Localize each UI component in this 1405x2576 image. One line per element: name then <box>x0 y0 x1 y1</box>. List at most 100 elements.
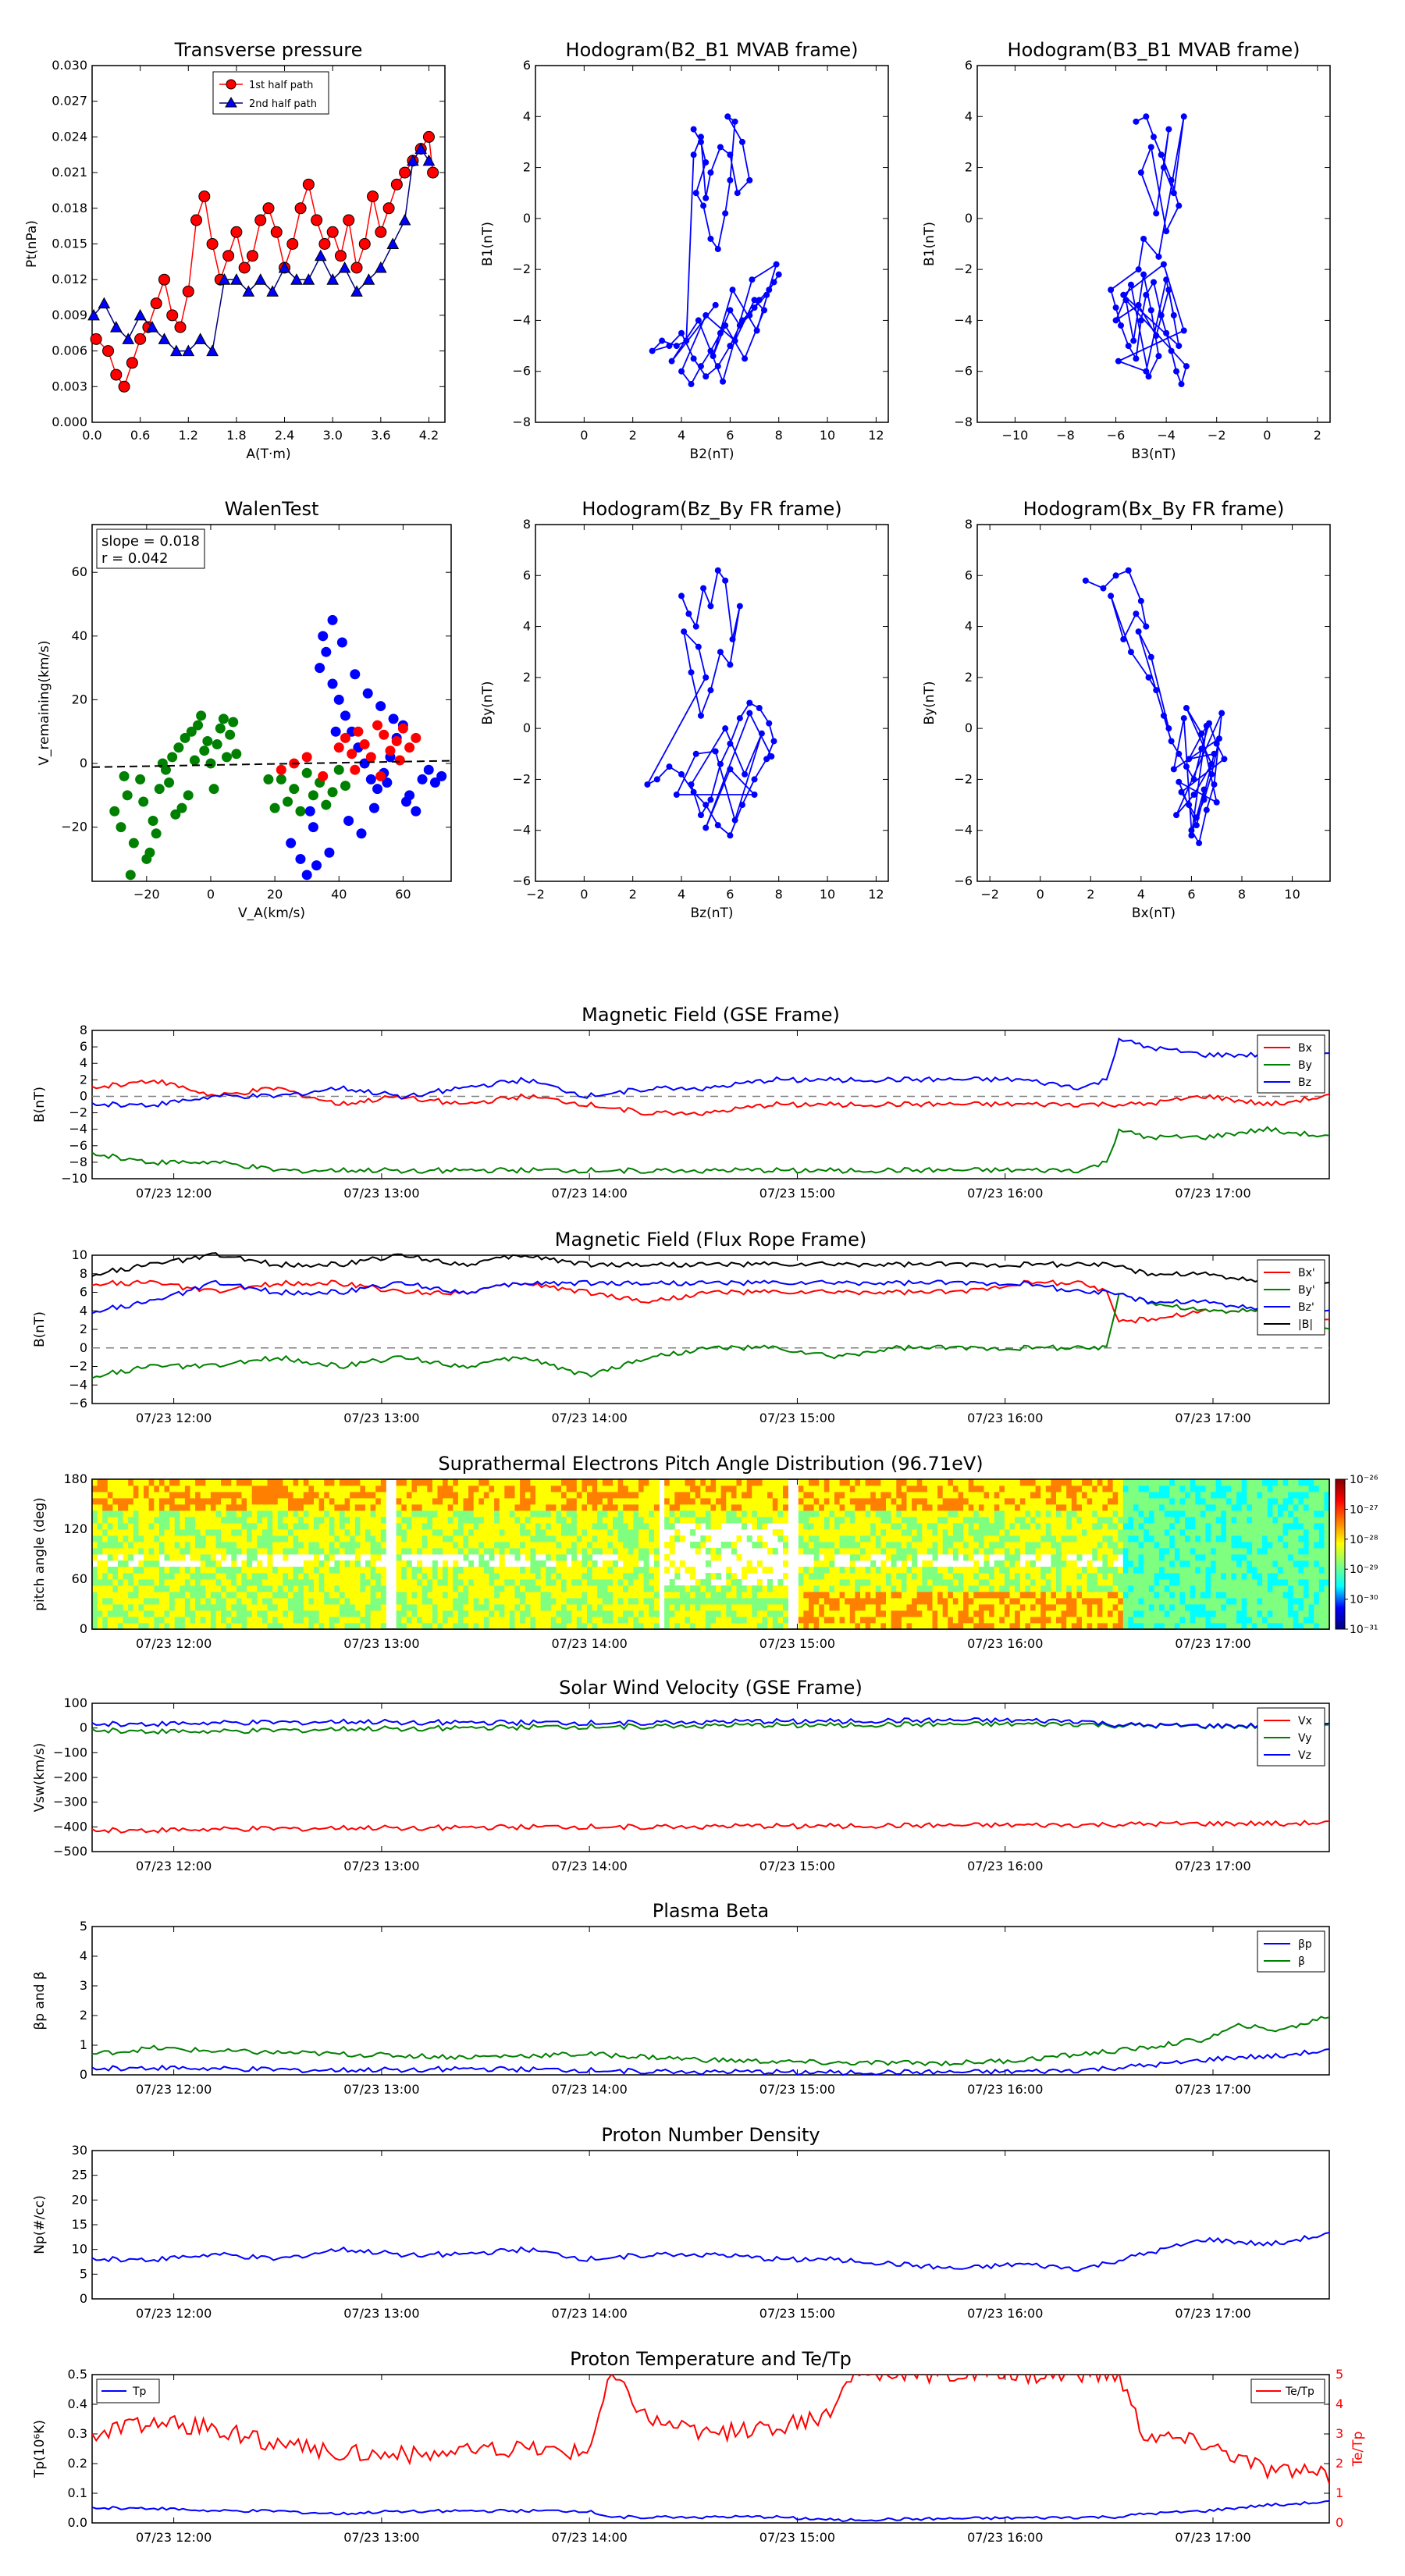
heatmap-cell <box>261 1523 268 1530</box>
heatmap-cell <box>602 1573 608 1580</box>
heatmap-cell <box>839 1504 845 1511</box>
heatmap-cell <box>535 1579 541 1586</box>
heatmap-cell <box>205 1598 212 1605</box>
heatmap-cell <box>102 1598 108 1605</box>
heatmap-cell <box>257 1579 263 1586</box>
heatmap-cell <box>937 1598 944 1605</box>
heatmap-cell <box>571 1523 578 1530</box>
y-axis-label: B(nT) <box>32 1087 48 1123</box>
heatmap-cell <box>643 1523 649 1530</box>
heatmap-cell <box>432 1617 438 1624</box>
heatmap-cell <box>443 1479 449 1486</box>
heatmap-cell <box>834 1548 840 1555</box>
heatmap-cell <box>571 1479 578 1486</box>
heatmap-cell <box>443 1623 449 1630</box>
y-tick-label: 0.000 <box>52 415 87 429</box>
heatmap-cell <box>550 1498 557 1505</box>
heatmap-cell <box>293 1598 299 1605</box>
heatmap-cell <box>742 1523 748 1530</box>
heatmap-cell <box>365 1598 371 1605</box>
heatmap-cell <box>896 1523 902 1530</box>
heatmap-cell <box>509 1617 515 1624</box>
heatmap-cell <box>906 1617 912 1624</box>
heatmap-cell <box>710 1504 717 1511</box>
heatmap-cell <box>556 1567 562 1574</box>
heatmap-cell <box>643 1598 649 1605</box>
heatmap-cell <box>952 1510 959 1517</box>
heatmap-cell <box>623 1560 629 1567</box>
heatmap-cell <box>819 1492 825 1499</box>
hodogram-point <box>1082 577 1089 584</box>
heatmap-cell <box>571 1598 578 1605</box>
heatmap-cell <box>489 1579 495 1586</box>
heatmap-cell <box>674 1504 681 1511</box>
heatmap-cell <box>298 1598 304 1605</box>
heatmap-cell <box>468 1598 475 1605</box>
hodogram-point <box>1176 343 1183 350</box>
heatmap-cell <box>107 1504 113 1511</box>
heatmap-cell <box>783 1617 788 1624</box>
heatmap-cell <box>963 1592 969 1599</box>
heatmap-cell <box>587 1523 592 1530</box>
heatmap-cell <box>241 1523 247 1530</box>
heatmap-cell <box>952 1554 959 1561</box>
heatmap-cell <box>298 1579 304 1586</box>
heatmap-cell <box>726 1510 732 1517</box>
heatmap-cell <box>592 1492 598 1499</box>
heatmap-cell <box>184 1585 190 1592</box>
heatmap-cell <box>942 1598 948 1605</box>
heatmap-cell <box>922 1617 928 1624</box>
heatmap-cell <box>742 1585 748 1592</box>
heatmap-cell <box>803 1504 809 1511</box>
heatmap-cell <box>798 1479 804 1486</box>
heatmap-cell <box>566 1510 572 1517</box>
heatmap-cell <box>251 1485 258 1493</box>
heatmap-cell <box>535 1535 541 1542</box>
heatmap-cell <box>756 1542 763 1549</box>
hodogram-point <box>1145 373 1152 380</box>
heatmap-cell <box>443 1504 449 1511</box>
heatmap-cell <box>695 1479 701 1486</box>
heatmap-cell <box>247 1598 253 1605</box>
heatmap-cell <box>514 1504 521 1511</box>
heatmap-cell <box>767 1623 774 1630</box>
heatmap-cell <box>582 1510 588 1517</box>
heatmap-cell <box>783 1548 788 1555</box>
heatmap-cell <box>468 1485 475 1493</box>
heatmap-cell <box>200 1548 206 1555</box>
heatmap-cell <box>427 1517 433 1524</box>
heatmap-cell <box>968 1592 974 1599</box>
walen-point <box>333 742 344 753</box>
heatmap-cell <box>370 1592 376 1599</box>
heatmap-cell <box>231 1592 237 1599</box>
heatmap-cell <box>334 1567 340 1574</box>
hodogram-point <box>702 159 710 166</box>
heatmap-cell <box>190 1598 196 1605</box>
heatmap-cell <box>443 1567 449 1574</box>
y-tick-label: 10 <box>72 2242 87 2257</box>
heatmap-cell <box>190 1548 196 1555</box>
heatmap-cell <box>494 1535 500 1542</box>
heatmap-cell <box>164 1542 170 1549</box>
heatmap-cell <box>829 1523 835 1530</box>
heatmap-cell <box>849 1567 855 1574</box>
heatmap-cell <box>576 1592 582 1599</box>
heatmap-cell <box>819 1535 825 1542</box>
heatmap-cell <box>875 1567 881 1574</box>
heatmap-cell <box>556 1529 562 1536</box>
heatmap-cell <box>669 1523 675 1530</box>
y-tick-label: 20 <box>72 2192 87 2207</box>
heatmap-cell <box>880 1548 887 1555</box>
y-axis-label: By(nT) <box>480 681 496 724</box>
heatmap-cell <box>443 1560 449 1567</box>
heatmap-cell <box>597 1567 603 1574</box>
heatmap-cell <box>236 1567 242 1574</box>
heatmap-cell <box>190 1623 196 1630</box>
heatmap-cell <box>716 1510 722 1517</box>
heatmap-cell <box>742 1492 748 1499</box>
heatmap-cell <box>932 1567 938 1574</box>
heatmap-cell <box>633 1548 639 1555</box>
heatmap-cell <box>550 1592 557 1599</box>
heatmap-cell <box>453 1560 459 1567</box>
heatmap-cell <box>380 1567 386 1574</box>
